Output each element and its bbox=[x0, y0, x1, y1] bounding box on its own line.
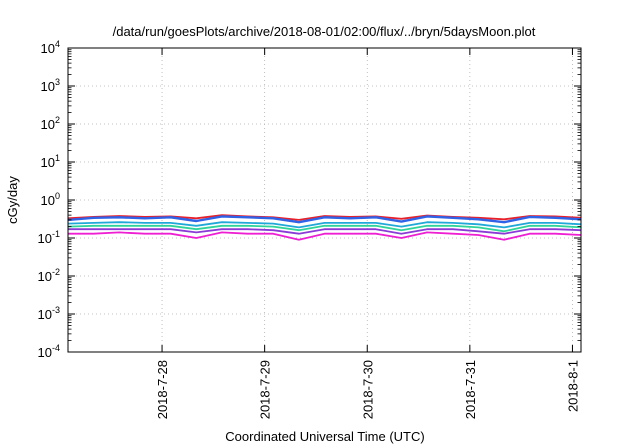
y-tick-label: 10-3 bbox=[38, 305, 60, 322]
y-axis-label: cGy/day bbox=[5, 176, 20, 224]
series-layer bbox=[67, 214, 582, 241]
x-tick-label: 2018-7-30 bbox=[360, 360, 375, 419]
series-line-2 bbox=[67, 215, 582, 224]
series-line-4 bbox=[67, 224, 582, 233]
series-line-1 bbox=[67, 214, 582, 221]
y-tick-label: 10-2 bbox=[38, 267, 60, 284]
x-tick-label: 2018-7-29 bbox=[258, 360, 273, 419]
x-axis: 2018-7-28 2018-7-29 2018-7-30 2018-7-31 2018… bbox=[155, 48, 580, 419]
y-tick-label: 103 bbox=[41, 77, 60, 94]
y-axis: 104 103 102 101 100 10-1 10-2 10-3 10-4 bbox=[38, 39, 581, 360]
x-tick-label: 2018-7-28 bbox=[155, 360, 170, 419]
y-tick-label: 101 bbox=[41, 153, 60, 170]
y-tick-label: 10-4 bbox=[38, 343, 60, 360]
x-tick-label: 2018-8-1 bbox=[565, 360, 580, 412]
y-tick-label: 102 bbox=[41, 115, 60, 132]
series-line-5 bbox=[68, 228, 582, 235]
series-line-3 bbox=[67, 221, 582, 229]
y-tick-label: 10-1 bbox=[38, 229, 60, 246]
series-line-6 bbox=[68, 231, 582, 241]
y-tick-label: 104 bbox=[41, 39, 60, 56]
grid bbox=[68, 48, 581, 352]
chart-title: /data/run/goesPlots/archive/2018-08-01/0… bbox=[113, 24, 536, 39]
y-tick-label: 100 bbox=[41, 191, 60, 208]
x-tick-label: 2018-7-31 bbox=[463, 360, 478, 419]
x-axis-label: Coordinated Universal Time (UTC) bbox=[225, 429, 424, 444]
